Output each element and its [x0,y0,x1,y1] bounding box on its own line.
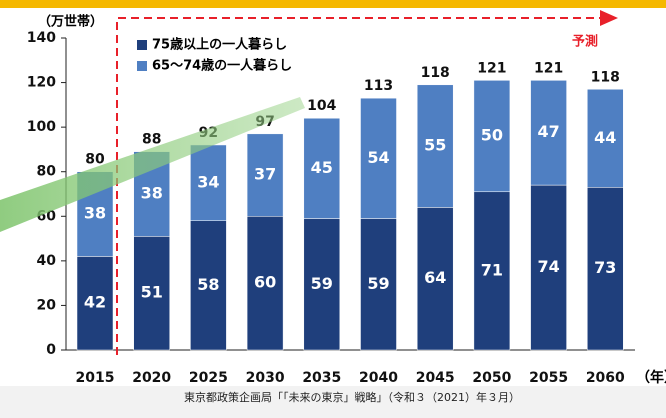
value-label: 50 [481,126,503,145]
value-label: 59 [367,274,389,293]
value-label: 60 [254,273,276,292]
x-tick-label: 2060 [586,370,625,386]
y-axis-label: （万世帯） [38,14,103,30]
legend-label: 75歳以上の一人暮らし [152,37,287,53]
y-tick-label: 140 [27,30,56,46]
total-label: 104 [307,98,336,114]
bar-segment [530,80,567,186]
legend-label: 65～74歳の一人暮らし [152,58,292,74]
total-label: 80 [85,152,105,168]
y-tick-label: 0 [46,342,56,358]
bar-segment [587,89,624,188]
annotation: 予測 [572,34,598,50]
source: 東京都政策企画局「「未来の東京」戦略」（令和３（2021）年３月） [184,390,520,404]
x-axis-label: （年） [636,369,666,386]
decor-arrow [0,97,305,232]
x-tick-label: 2035 [302,370,341,386]
total-label: 121 [534,60,563,76]
value-label: 58 [197,275,219,294]
value-label: 71 [481,260,503,279]
value-label: 34 [197,172,219,191]
bar-segment [360,97,397,219]
y-tick-label: 80 [37,164,57,180]
value-label: 73 [594,258,616,277]
total-label: 121 [477,60,506,76]
value-label: 44 [594,128,616,147]
bar-segment [473,80,511,193]
value-label: 74 [537,257,559,276]
legend-swatch [137,61,147,71]
value-label: 45 [311,158,333,177]
x-tick-label: 2055 [529,370,568,386]
total-label: 118 [591,69,620,85]
x-tick-label: 2050 [472,370,511,386]
bar-segment [246,133,284,217]
bar-segment [473,191,511,351]
bar-segment [303,218,341,351]
bar-segment [190,220,227,351]
total-label: 88 [142,132,161,148]
value-label: 42 [84,293,106,312]
y-tick-label: 40 [37,253,57,269]
bar-segment [587,187,624,351]
bar-segment [190,144,227,221]
legend-swatch [137,40,147,50]
bar-segment [416,84,454,208]
total-label: 118 [421,65,450,81]
y-tick-label: 120 [27,75,56,91]
value-label: 59 [311,274,333,293]
value-label: 38 [141,184,163,203]
y-tick-label: 20 [37,297,57,313]
bar-segment [360,218,397,351]
forecast-arrow [600,10,618,26]
x-tick-label: 2025 [189,370,228,386]
plot: 0204060801001201402015423880202051388820… [27,30,635,386]
value-label: 37 [254,165,276,184]
bar-segment [303,117,341,219]
bar-segment [246,216,284,351]
total-label: 113 [364,78,393,94]
value-label: 55 [424,136,446,155]
bar-segment [416,207,454,351]
x-tick-label: 2045 [416,370,455,386]
x-tick-label: 2015 [76,370,115,386]
value-label: 51 [141,283,163,302]
top-bar [0,0,666,8]
x-tick-label: 2040 [359,370,398,386]
bar-segment [76,256,114,351]
value-label: 47 [537,122,559,141]
x-tick-label: 2020 [132,370,171,386]
footer-bg [0,386,666,418]
y-tick-label: 100 [27,119,56,135]
x-tick-label: 2030 [246,370,285,386]
bar-segment [530,184,567,351]
value-label: 54 [367,148,389,167]
value-label: 64 [424,268,446,287]
value-label: 38 [84,204,106,223]
